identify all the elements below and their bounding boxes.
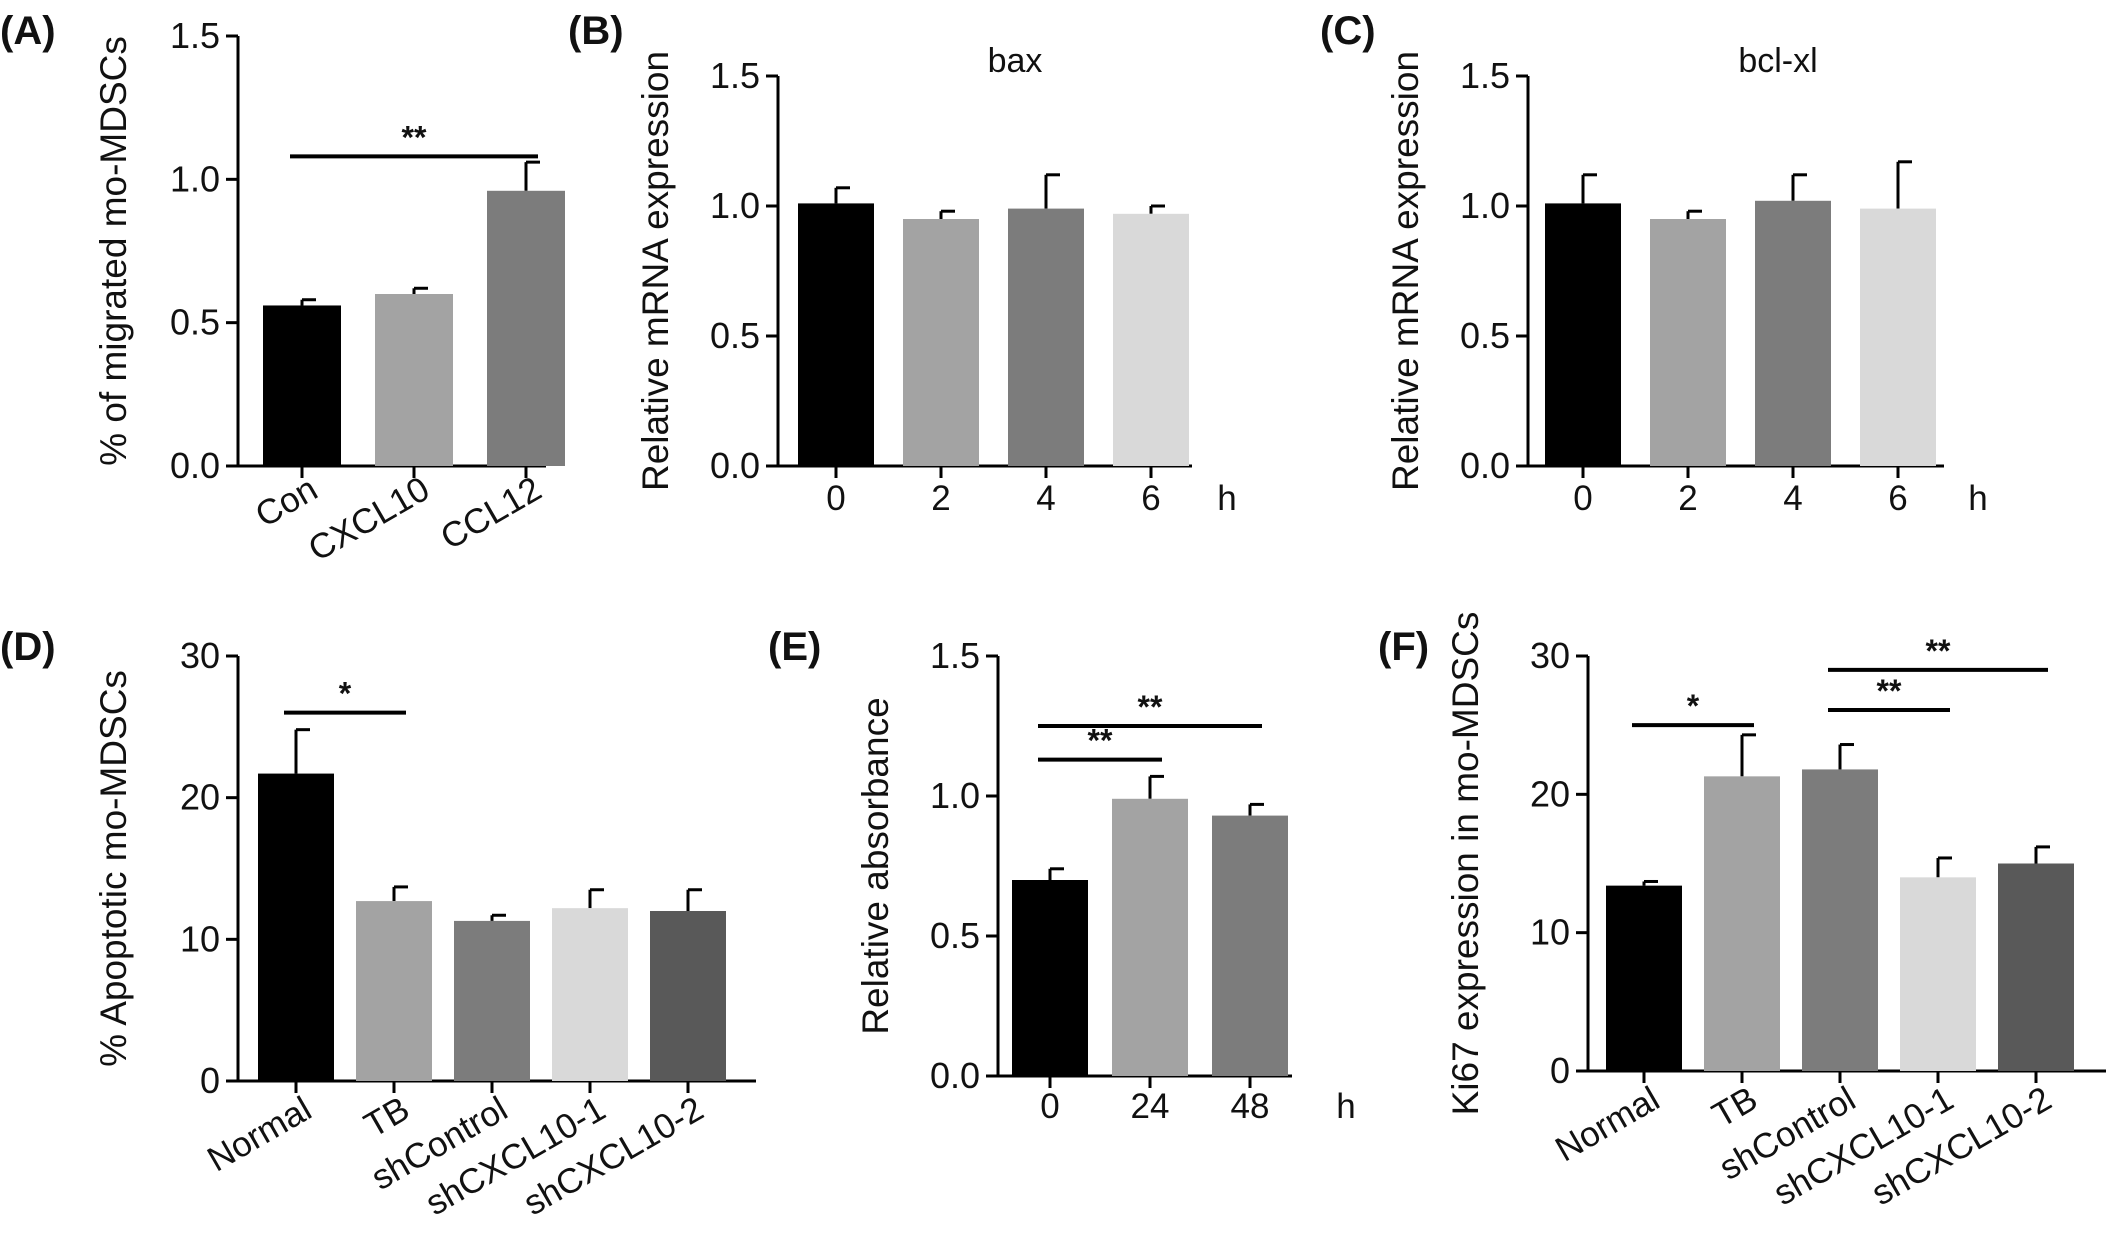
x-tick-label: 2: [1678, 479, 1697, 518]
bar: [1900, 877, 1976, 1071]
bar: [1212, 815, 1288, 1076]
y-tick-label: 1.0: [170, 158, 220, 199]
chart-title-c: bcl-xl: [1738, 42, 1817, 80]
x-tick-label: Normal: [1549, 1079, 1666, 1169]
y-tick-label: 0.5: [930, 915, 980, 956]
significance-label: **: [1088, 723, 1113, 759]
y-tick-label: 20: [1530, 773, 1570, 814]
x-tick-label: 24: [1131, 1087, 1170, 1126]
y-tick-label: 1.5: [710, 55, 760, 96]
x-tick-label: TB: [1706, 1079, 1764, 1135]
y-tick-label: 30: [1530, 635, 1570, 676]
x-unit-label-b: h: [1217, 479, 1236, 518]
bar: [258, 773, 334, 1081]
panel-label-a: (A): [0, 9, 56, 53]
x-unit-label-e: h: [1336, 1087, 1355, 1126]
y-tick-label: 0.0: [710, 445, 760, 486]
x-tick-label: 0: [1040, 1087, 1059, 1126]
significance-label: *: [1687, 688, 1700, 724]
significance-label: **: [1926, 633, 1951, 669]
x-tick-label: 48: [1231, 1087, 1270, 1126]
y-tick-label: 1.0: [1460, 185, 1510, 226]
x-tick-label: 0: [1573, 479, 1592, 518]
x-tick-label: CXCL10: [302, 469, 436, 569]
x-tick-label: 6: [1141, 479, 1160, 518]
bar: [356, 901, 432, 1081]
x-tick-label: CCL12: [434, 469, 548, 557]
bar: [1755, 200, 1831, 467]
y-tick-label: 1.5: [1460, 55, 1510, 96]
bar: [375, 294, 453, 466]
bar: [454, 920, 530, 1081]
bar: [552, 908, 628, 1081]
significance-label: *: [339, 676, 352, 712]
y-tick-label: 0: [200, 1060, 220, 1101]
y-tick-label: 20: [180, 777, 220, 818]
bar: [1112, 798, 1188, 1076]
y-tick-label: 1.5: [930, 635, 980, 676]
panel-label-b: (B): [568, 9, 624, 53]
x-tick-label: 4: [1783, 479, 1802, 518]
y-axis-title-e: Relative absorbance: [855, 697, 896, 1034]
bar: [487, 190, 565, 467]
y-axis-title-a: % of migrated mo-MDSCs: [93, 36, 134, 466]
y-tick-label: 1.0: [930, 775, 980, 816]
x-tick-label: 4: [1036, 479, 1055, 518]
y-tick-label: 1.0: [710, 185, 760, 226]
y-axis-title-b: Relative mRNA expression: [635, 51, 676, 491]
panel-c: (C) bcl-xl Relative mRNA expression h 0.…: [1320, 9, 1988, 518]
bar: [798, 203, 874, 466]
panel-a: (A) % of migrated mo-MDSCs 0.0 0.5 1.0 1.5 C…: [0, 9, 565, 569]
panel-d: (D) % Apoptotic mo-MDSCs 0 10 20 30 Normal TB…: [0, 625, 756, 1223]
significance-label: **: [1877, 673, 1902, 709]
y-axis-title-c: Relative mRNA expression: [1385, 51, 1426, 491]
bar: [903, 219, 979, 466]
bar: [1802, 769, 1878, 1071]
y-axis-title-f: Ki67 expression in mo-MDSCs: [1445, 612, 1486, 1116]
significance-label: **: [402, 119, 427, 155]
panel-label-c: (C): [1320, 9, 1376, 53]
panel-b: (B) bax Relative mRNA expression h 0.0 0.…: [568, 9, 1237, 518]
x-tick-label: TB: [358, 1089, 416, 1145]
chart-title-b: bax: [988, 42, 1043, 80]
y-axis-title-d: % Apoptotic mo-MDSCs: [93, 670, 134, 1067]
panel-label-f: (F): [1378, 625, 1429, 669]
y-tick-label: 0.0: [930, 1055, 980, 1096]
panel-e: (E) Relative absorbance h 0.0 0.5 1.0 1.5 0 2…: [768, 625, 1356, 1126]
bar: [1545, 203, 1621, 466]
y-tick-label: 0.5: [710, 315, 760, 356]
bar: [1008, 208, 1084, 466]
x-unit-label-c: h: [1968, 479, 1987, 518]
y-tick-label: 0.0: [1460, 445, 1510, 486]
panel-label-e: (E): [768, 625, 821, 669]
bar: [1606, 885, 1682, 1071]
bar: [1860, 208, 1936, 466]
significance-label: **: [1138, 689, 1163, 725]
bar: [1650, 219, 1726, 466]
x-tick-label: 2: [931, 479, 950, 518]
x-tick-label: 6: [1888, 479, 1907, 518]
y-tick-label: 0: [1550, 1050, 1570, 1091]
bar: [1113, 213, 1189, 466]
bar: [1012, 880, 1088, 1076]
y-tick-label: 30: [180, 635, 220, 676]
y-tick-label: 0.5: [170, 302, 220, 343]
bar: [650, 911, 726, 1081]
x-tick-label: 0: [826, 479, 845, 518]
y-tick-label: 10: [180, 918, 220, 959]
y-tick-label: 0.5: [1460, 315, 1510, 356]
y-tick-label: 1.5: [170, 15, 220, 56]
y-tick-label: 10: [1530, 912, 1570, 953]
bar: [263, 305, 341, 466]
bar: [1998, 863, 2074, 1071]
panel-f: (F) Ki67 expression in mo-MDSCs 0 10 20 30 N…: [1378, 612, 2106, 1213]
y-tick-label: 0.0: [170, 445, 220, 486]
x-tick-label: Normal: [201, 1089, 318, 1179]
panel-label-d: (D): [0, 625, 56, 669]
bar: [1704, 776, 1780, 1071]
x-tick-label: Con: [249, 469, 324, 535]
